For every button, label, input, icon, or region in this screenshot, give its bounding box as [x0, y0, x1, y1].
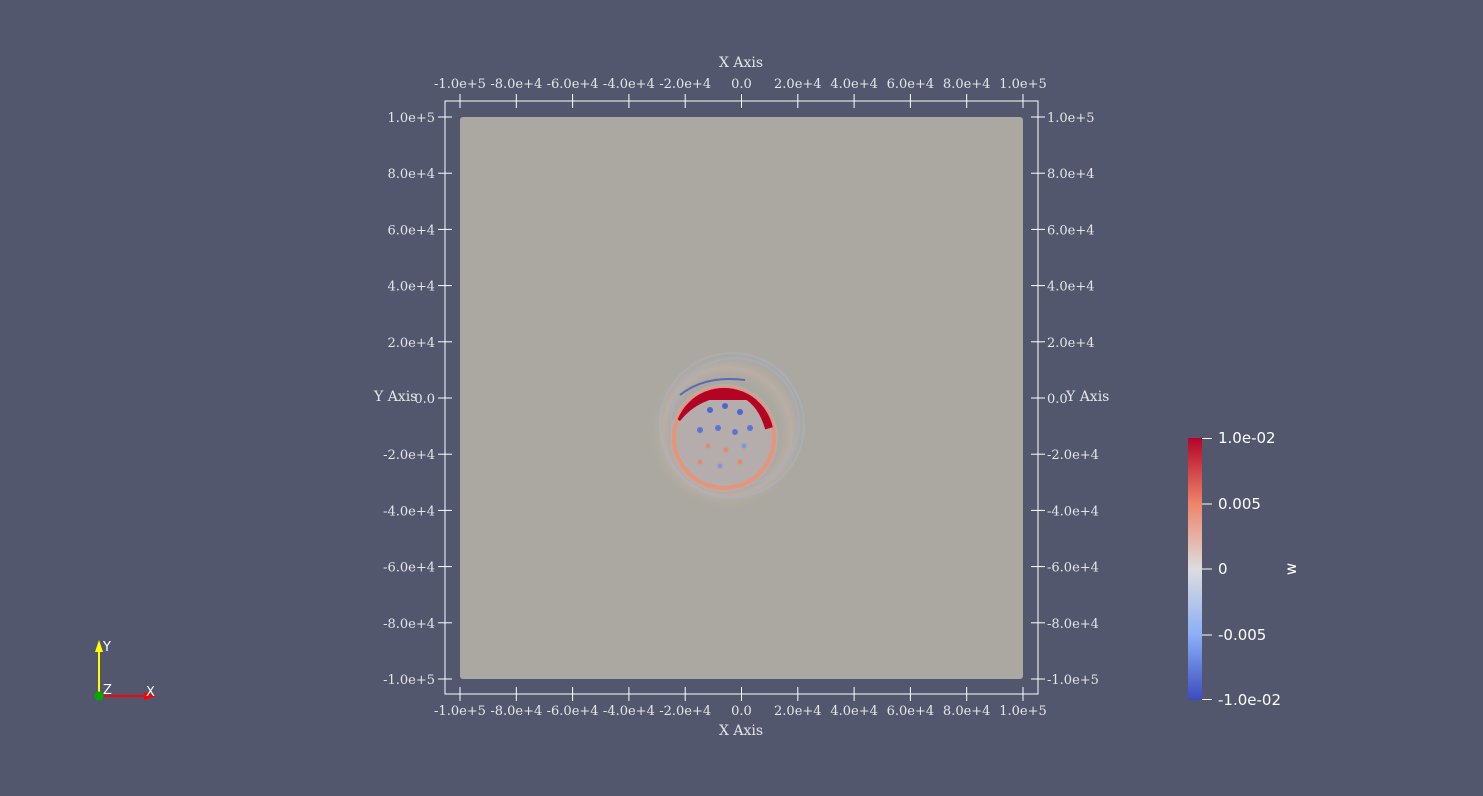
orientation-y-arrow	[95, 640, 103, 652]
color-bar-label-lower: -0.005	[1218, 626, 1266, 644]
y-tick-label-right: 4.0e+4	[1047, 280, 1095, 295]
x-axis-title-bottom: X Axis	[719, 723, 763, 739]
x-tick-label-top: -4.0e+4	[603, 77, 655, 92]
x-tick-label-bottom: 8.0e+4	[943, 704, 991, 719]
y-tick-label-left: 2.0e+4	[387, 336, 435, 351]
x-tick-label-top: -2.0e+4	[659, 77, 711, 92]
y-axis-title-right: Y Axis	[1065, 389, 1109, 405]
x-tick-label-bottom: -4.0e+4	[603, 704, 655, 719]
y-tick-label-right: -2.0e+4	[1047, 448, 1099, 463]
y-tick-label-left: 1.0e+5	[387, 111, 435, 126]
y-tick-label-left: 6.0e+4	[387, 223, 435, 238]
y-tick-label-left: -4.0e+4	[383, 504, 435, 519]
orientation-y-label: Y	[102, 640, 111, 655]
x-tick-label-top: -8.0e+4	[490, 77, 542, 92]
y-tick-label-right: -6.0e+4	[1047, 561, 1099, 576]
x-tick-label-top: -1.0e+5	[434, 77, 486, 92]
y-tick-label-left: 4.0e+4	[387, 280, 435, 295]
color-bar-label-upper: 0.005	[1218, 495, 1261, 513]
x-tick-label-bottom: -2.0e+4	[659, 704, 711, 719]
x-tick-label-bottom: -1.0e+5	[434, 704, 486, 719]
y-tick-label-right: 8.0e+4	[1047, 167, 1095, 182]
x-tick-label-bottom: 4.0e+4	[830, 704, 878, 719]
color-bar-title: w	[1282, 563, 1300, 575]
x-axis-ticks-top: -1.0e+5 -8.0e+4 -6.0e+4 -4.0e+4 -2.0e+4 0.0 2.…	[434, 77, 1047, 108]
x-tick-label-bottom: 0.0	[731, 704, 752, 719]
y-tick-label-left: -8.0e+4	[383, 617, 435, 632]
orientation-axes: Y X Z	[94, 640, 156, 701]
x-axis-title-top: X Axis	[719, 55, 763, 71]
y-tick-label-right: -1.0e+5	[1047, 673, 1099, 688]
color-bar-label-mid: 0	[1218, 560, 1228, 578]
x-tick-label-top: 4.0e+4	[830, 77, 878, 92]
x-tick-label-bottom: 6.0e+4	[887, 704, 935, 719]
x-tick-label-top: 0.0	[731, 77, 752, 92]
y-tick-label-right: 6.0e+4	[1047, 223, 1095, 238]
x-tick-label-bottom: -8.0e+4	[490, 704, 542, 719]
orientation-z-axis	[94, 691, 104, 701]
y-axis-title-left: Y Axis	[373, 389, 417, 405]
orientation-x-label: X	[146, 685, 155, 700]
y-axis-ticks-left: 1.0e+5 8.0e+4 6.0e+4 4.0e+4 2.0e+4 0.0 -2.0e+4…	[383, 111, 452, 688]
x-tick-label-top: 1.0e+5	[999, 77, 1047, 92]
x-tick-label-top: 8.0e+4	[943, 77, 991, 92]
y-tick-label-right: 0.0	[1047, 392, 1068, 407]
color-bar[interactable]: 1.0e-02 0.005 0 -0.005 -1.0e-02 w	[1188, 429, 1300, 709]
y-tick-label-left: -2.0e+4	[383, 448, 435, 463]
color-bar-ticks	[1202, 438, 1212, 700]
y-tick-label-right: -8.0e+4	[1047, 617, 1099, 632]
color-bar-gradient	[1188, 438, 1202, 700]
y-tick-label-right: 1.0e+5	[1047, 111, 1095, 126]
x-tick-label-bottom: -6.0e+4	[547, 704, 599, 719]
x-tick-label-bottom: 2.0e+4	[774, 704, 822, 719]
y-axis-ticks-right: 1.0e+5 8.0e+4 6.0e+4 4.0e+4 2.0e+4 0.0 -2.0e+4…	[1031, 111, 1099, 688]
orientation-z-label: Z	[103, 683, 112, 698]
y-tick-label-left: -6.0e+4	[383, 561, 435, 576]
y-tick-label-left: 8.0e+4	[387, 167, 435, 182]
wave-feature	[647, 352, 807, 512]
y-tick-label-right: 2.0e+4	[1047, 336, 1095, 351]
color-bar-label-max: 1.0e-02	[1218, 429, 1276, 447]
x-tick-label-top: 2.0e+4	[774, 77, 822, 92]
y-tick-label-left: 0.0	[414, 392, 435, 407]
y-tick-label-right: -4.0e+4	[1047, 504, 1099, 519]
x-axis-ticks-bottom: -1.0e+5 -8.0e+4 -6.0e+4 -4.0e+4 -2.0e+4 0.0 2.…	[434, 687, 1047, 719]
x-tick-label-top: -6.0e+4	[547, 77, 599, 92]
orientation-x-arrow	[144, 692, 156, 700]
x-tick-label-bottom: 1.0e+5	[999, 704, 1047, 719]
color-bar-label-min: -1.0e-02	[1218, 691, 1281, 709]
y-tick-label-left: -1.0e+5	[383, 673, 435, 688]
x-tick-label-top: 6.0e+4	[887, 77, 935, 92]
